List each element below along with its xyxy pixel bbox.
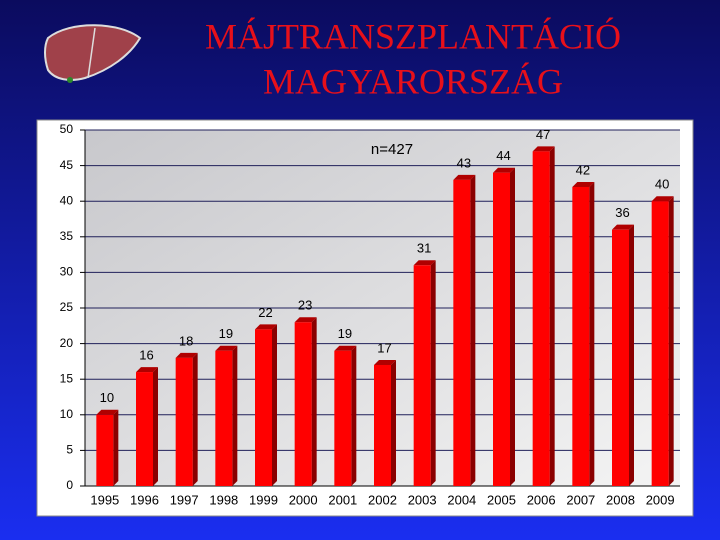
bar [255,329,272,486]
bar-top [175,352,198,358]
data-label: 31 [417,241,431,256]
bar [612,229,629,486]
x-tick-label: 1996 [130,492,159,507]
x-tick-label: 1998 [209,492,238,507]
data-label: 44 [496,148,510,163]
bar-top [453,174,476,180]
bar-side [549,146,555,487]
bar-top [294,317,317,323]
bar-side [311,317,317,486]
y-tick-label: 25 [60,300,74,314]
bar [136,372,153,486]
bar-top [374,359,396,365]
bar [651,201,669,486]
bar-top [612,224,634,230]
bar-top [493,167,515,173]
y-tick-label: 5 [66,443,73,457]
data-label: 36 [615,205,629,220]
bar-side [430,260,436,486]
bar-top [215,345,238,351]
bar [413,265,431,486]
bar-top [96,409,119,415]
x-tick-label: 2005 [487,492,516,507]
y-tick-label: 20 [60,336,74,350]
data-label: 19 [219,326,233,341]
annotation: n=427 [371,141,413,158]
bar-top [413,260,436,266]
bar [175,357,193,486]
y-tick-label: 15 [60,371,74,385]
data-label: 17 [377,340,391,355]
x-tick-label: 2007 [566,492,595,507]
x-tick-label: 2008 [606,492,635,507]
data-label: 18 [179,333,193,348]
data-label: 10 [100,390,114,405]
bar [374,364,391,486]
bar-side [192,352,198,486]
data-label: 43 [457,155,471,170]
x-tick-label: 2009 [646,492,675,507]
x-tick-label: 1995 [90,492,119,507]
x-tick-label: 2004 [447,492,476,507]
bar-top [651,196,674,202]
y-tick-label: 10 [60,407,74,421]
x-tick-label: 1999 [249,492,278,507]
bar-top [334,345,357,351]
bar-top [572,181,595,187]
bar-side [232,345,238,486]
bar-top [532,146,555,152]
x-tick-label: 2001 [328,492,357,507]
bar [572,186,590,486]
data-label: 40 [655,177,669,192]
y-tick-label: 35 [60,229,74,243]
data-label: 16 [139,348,153,363]
bar-side [351,345,357,486]
chart-title: MAGYARORSZÁG [263,61,563,101]
bar-side [510,167,515,486]
bar-side [113,409,119,486]
x-tick-label: 2003 [408,492,437,507]
bar-side [668,196,674,486]
bar-top [136,367,158,373]
bar [294,322,312,486]
y-tick-label: 45 [60,158,74,172]
x-tick-label: 2000 [289,492,318,507]
bar-side [589,181,595,486]
x-tick-label: 1997 [170,492,199,507]
y-tick-label: 0 [66,478,73,492]
bar-side [470,174,476,486]
chart-title: MÁJTRANSZPLANTÁCIÓ [205,16,621,56]
bar-side [272,324,277,486]
y-tick-label: 40 [60,193,74,207]
bar [96,414,114,486]
bar [453,179,471,486]
x-tick-label: 2006 [527,492,556,507]
y-tick-label: 50 [60,122,74,136]
bar-side [153,367,158,486]
data-label: 22 [258,305,272,320]
y-tick-label: 30 [60,265,74,279]
x-tick-label: 2002 [368,492,397,507]
bar-top [255,324,277,330]
data-label: 42 [576,162,590,177]
bar [215,350,233,486]
bar [493,172,510,486]
bar-side [391,359,396,486]
bar [532,151,550,487]
data-label: 23 [298,298,312,313]
bar [334,350,352,486]
liver-icon [44,24,142,83]
data-label: 19 [338,326,352,341]
data-label: 47 [536,127,550,142]
bar-side [629,224,634,486]
